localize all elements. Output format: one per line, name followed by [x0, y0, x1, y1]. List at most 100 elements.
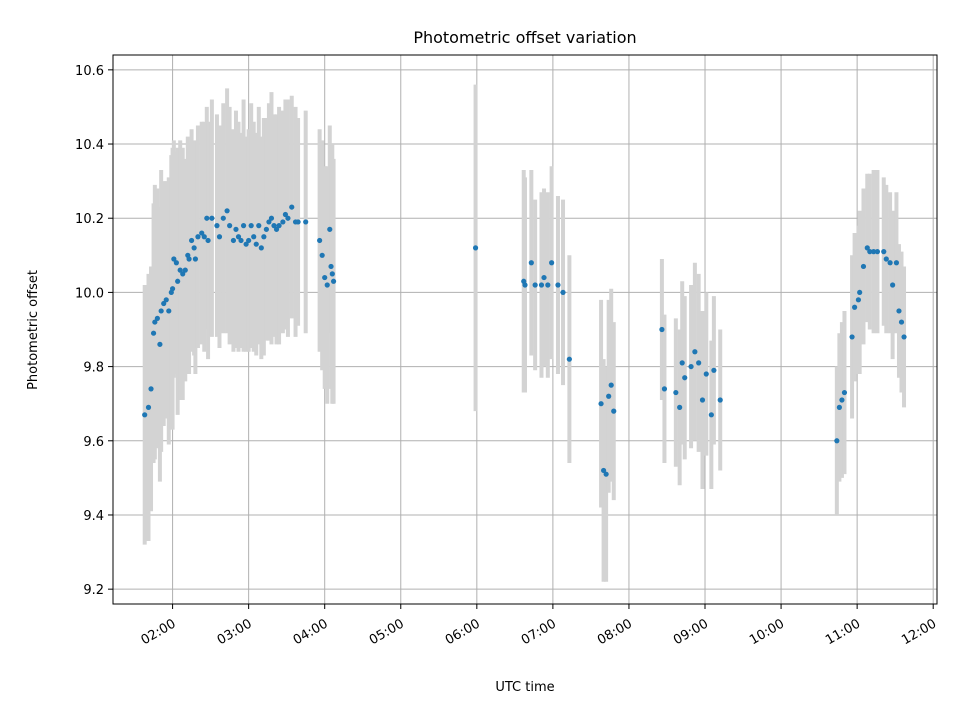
x-tick-label: 04:00 [291, 616, 331, 648]
data-point [659, 326, 665, 333]
x-tick-label: 10:00 [747, 616, 787, 648]
data-point [263, 226, 269, 232]
data-point [186, 256, 192, 262]
data-point [303, 219, 309, 225]
data-point [216, 234, 223, 240]
data-point [322, 274, 328, 281]
data-point [871, 249, 877, 255]
data-point [857, 289, 863, 296]
x-tick-label: 03:00 [215, 616, 255, 648]
data-point [329, 271, 335, 277]
data-point [261, 234, 267, 240]
x-tick-label: 11:00 [823, 616, 863, 648]
y-tick-label: 10.2 [75, 212, 104, 227]
data-point [545, 282, 551, 288]
y-axis-label: Photometric offset [26, 270, 41, 390]
data-point [199, 230, 205, 236]
data-point [192, 256, 198, 262]
data-point [608, 382, 614, 388]
data-point [154, 315, 160, 321]
data-point [717, 397, 723, 403]
data-point [677, 404, 683, 410]
data-point [173, 260, 179, 266]
data-point [472, 245, 479, 251]
data-point [673, 389, 679, 396]
data-point [522, 282, 528, 288]
data-point [560, 289, 566, 296]
data-point [541, 274, 547, 281]
x-tick-label: 12:00 [899, 616, 939, 648]
data-point [188, 237, 195, 244]
data-point [328, 263, 334, 270]
y-tick-label: 9.2 [83, 583, 104, 598]
data-point [161, 300, 167, 307]
data-point [867, 249, 873, 255]
data-point [699, 397, 706, 403]
data-point [836, 404, 842, 410]
data-point [688, 363, 694, 370]
data-point [157, 341, 163, 347]
data-point [679, 360, 685, 366]
data-point [152, 319, 158, 325]
data-point [145, 404, 152, 410]
data-point [330, 278, 337, 284]
data-point [890, 282, 896, 288]
data-point [874, 249, 881, 255]
x-tick-label: 07:00 [519, 616, 559, 648]
data-point [171, 256, 177, 262]
data-point [158, 308, 164, 314]
y-tick-label: 10.0 [75, 286, 104, 301]
data-point [661, 386, 668, 392]
data-point [169, 286, 176, 292]
data-point [205, 237, 211, 244]
data-point [883, 256, 889, 262]
data-point [191, 245, 197, 251]
data-point [268, 215, 275, 221]
data-point [696, 360, 702, 366]
data-point [220, 215, 226, 221]
data-point [841, 389, 848, 396]
data-point [177, 267, 183, 273]
data-point [849, 334, 855, 340]
data-point [852, 304, 858, 310]
data-point [195, 234, 201, 240]
data-point [282, 211, 289, 218]
data-point [532, 282, 538, 288]
data-point [214, 223, 220, 229]
data-point [603, 471, 609, 477]
x-tick-label: 08:00 [595, 616, 635, 648]
data-point [887, 260, 893, 266]
data-point [708, 412, 714, 418]
plot-frame [112, 54, 938, 605]
y-tick-label: 9.6 [83, 435, 104, 450]
data-point [855, 297, 862, 303]
data-point [711, 367, 717, 373]
data-point [834, 438, 840, 444]
data-point [271, 223, 277, 229]
y-tick-label: 10.4 [75, 138, 104, 153]
data-point [289, 204, 295, 210]
data-point [285, 215, 291, 221]
data-point [566, 356, 572, 362]
x-tick-label: 06:00 [443, 616, 483, 648]
data-point [528, 260, 534, 266]
data-point [209, 215, 215, 221]
data-point [180, 271, 186, 277]
data-point [163, 297, 169, 303]
data-point [881, 249, 887, 255]
data-point [251, 234, 257, 240]
x-tick-label: 02:00 [139, 616, 179, 648]
data-point [319, 252, 325, 258]
data-point [896, 308, 902, 314]
data-points [142, 204, 907, 477]
data-point [182, 267, 188, 273]
data-point [142, 412, 148, 418]
data-point [692, 349, 698, 355]
data-point [327, 226, 333, 232]
data-point [175, 278, 181, 284]
y-tick-label: 9.8 [83, 361, 104, 376]
data-point [238, 237, 244, 244]
data-point [598, 401, 604, 407]
data-point [555, 282, 561, 288]
data-point [243, 241, 249, 247]
